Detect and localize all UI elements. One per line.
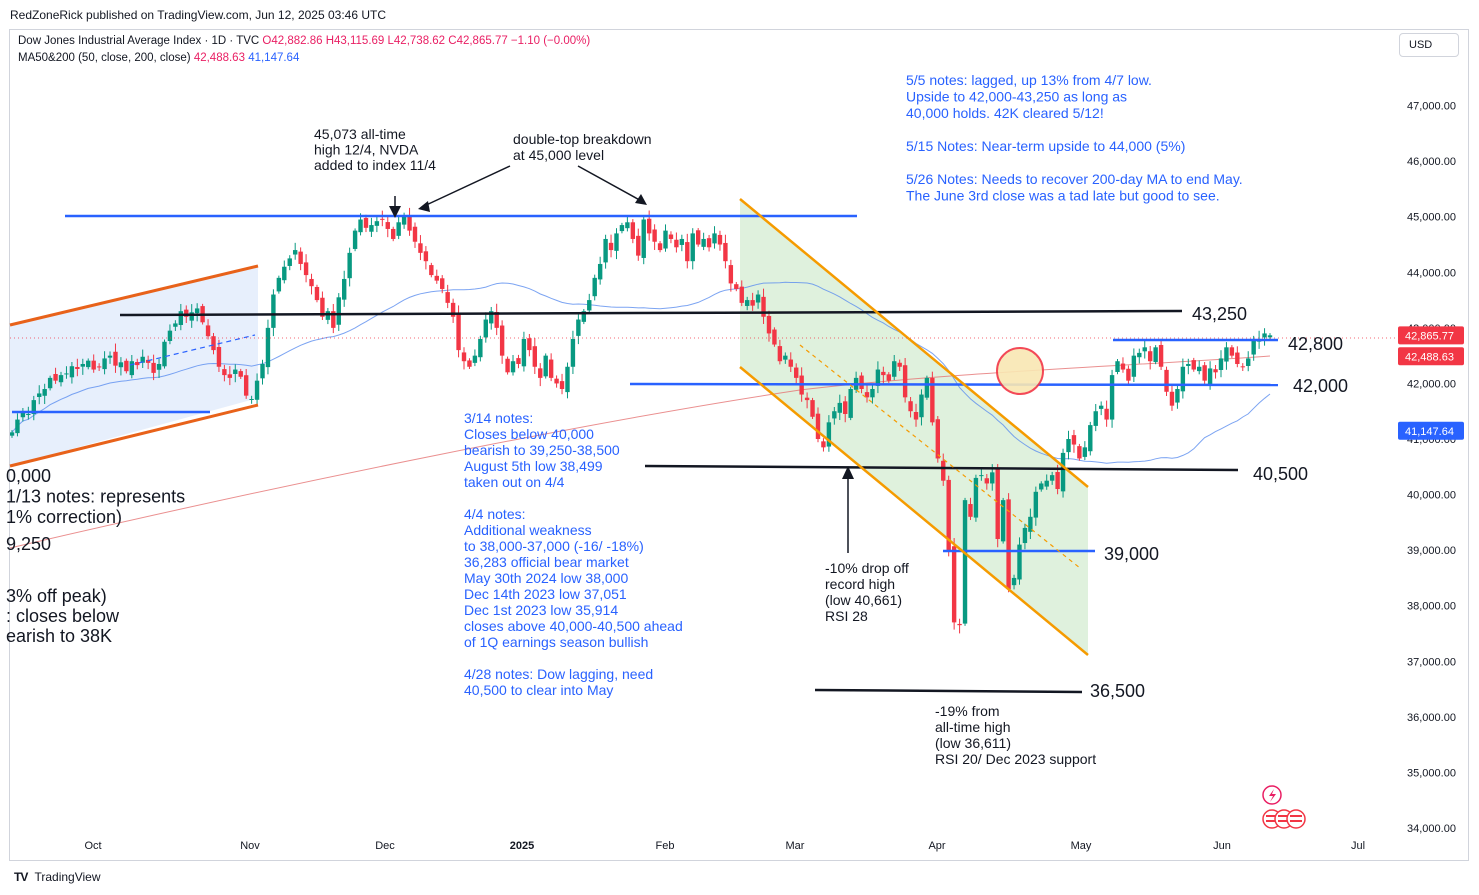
publisher-line: RedZoneRick published on TradingView.com… — [10, 8, 387, 22]
tradingview-footer[interactable]: TV TradingView — [14, 870, 101, 884]
ma200-value: 41,147.64 — [248, 52, 300, 64]
symbol-name: Dow Jones Industrial Average Index · 1D … — [18, 35, 260, 47]
tradingview-logo-icon: TV — [14, 870, 28, 884]
symbol-legend[interactable]: Dow Jones Industrial Average Index · 1D … — [18, 35, 590, 47]
ma-label: MA50&200 (50, close, 200, close) — [18, 52, 191, 64]
brand-name: TradingView — [34, 870, 101, 884]
chart-frame — [9, 29, 1469, 861]
ohlc-values: O42,882.86 H43,115.69 L42,738.62 C42,865… — [262, 35, 591, 47]
currency-selector[interactable]: USD — [1399, 33, 1459, 57]
ma50-value: 42,488.63 — [193, 52, 245, 64]
ma-legend[interactable]: MA50&200 (50, close, 200, close) 42,488.… — [18, 52, 299, 64]
